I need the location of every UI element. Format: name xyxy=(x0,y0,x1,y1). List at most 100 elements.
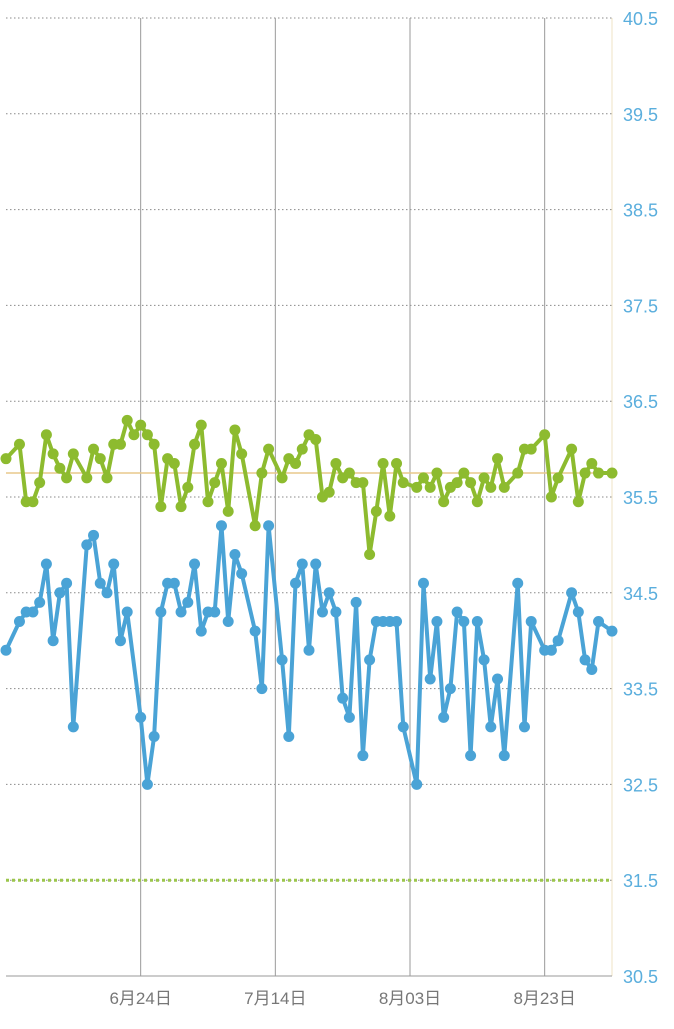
data-point xyxy=(249,520,261,532)
data-point xyxy=(195,625,207,637)
data-point xyxy=(290,577,302,589)
data-point xyxy=(67,448,79,460)
data-point xyxy=(485,721,497,733)
data-point xyxy=(114,635,126,647)
data-point xyxy=(310,558,322,570)
data-point xyxy=(128,429,140,441)
data-point xyxy=(195,419,207,431)
data-point xyxy=(397,477,409,489)
data-point xyxy=(209,477,221,489)
data-point xyxy=(88,529,100,541)
data-point xyxy=(391,616,403,628)
data-point xyxy=(189,558,201,570)
data-point xyxy=(424,481,436,493)
data-point xyxy=(593,467,605,479)
data-point xyxy=(566,587,578,599)
data-point xyxy=(492,673,504,685)
y-axis: 30.5 31.5 32.5 33.5 34.5 35.5 36.5 37.5 38.5 39.5… xyxy=(623,9,658,987)
data-point xyxy=(34,596,46,608)
data-point xyxy=(431,467,443,479)
data-point xyxy=(141,778,153,790)
data-point xyxy=(566,443,578,455)
data-point xyxy=(47,635,59,647)
x-axis: 6月24日 7月14日 8月03日 8月23日 xyxy=(109,989,575,1008)
data-point xyxy=(512,467,524,479)
data-point xyxy=(310,434,322,446)
data-point xyxy=(512,577,524,589)
data-point xyxy=(215,457,227,469)
data-point xyxy=(61,472,73,484)
data-point xyxy=(384,510,396,522)
data-point xyxy=(417,472,429,484)
data-point xyxy=(13,616,25,628)
data-point xyxy=(108,558,120,570)
data-point xyxy=(525,443,537,455)
data-point xyxy=(579,654,591,666)
data-point xyxy=(81,472,93,484)
data-point xyxy=(148,438,160,450)
data-point xyxy=(586,457,598,469)
data-point xyxy=(296,558,308,570)
data-point xyxy=(316,606,328,618)
data-point xyxy=(47,448,59,460)
data-point xyxy=(343,711,355,723)
data-point xyxy=(202,496,214,508)
data-point xyxy=(350,596,362,608)
data-point xyxy=(249,625,261,637)
data-point xyxy=(424,673,436,685)
data-point xyxy=(236,568,248,580)
data-point xyxy=(296,443,308,455)
data-point xyxy=(451,477,463,489)
data-point xyxy=(330,457,342,469)
data-point xyxy=(552,635,564,647)
y-tick-label: 36.5 xyxy=(623,392,658,412)
data-point xyxy=(465,477,477,489)
data-point xyxy=(579,467,591,479)
series-line xyxy=(4,418,614,557)
data-point xyxy=(572,496,584,508)
data-point xyxy=(94,453,106,465)
y-tick-label: 34.5 xyxy=(623,584,658,604)
data-point xyxy=(222,505,234,517)
data-point xyxy=(471,616,483,628)
data-point xyxy=(438,711,450,723)
data-point xyxy=(539,429,551,441)
data-point xyxy=(276,654,288,666)
data-point xyxy=(485,481,497,493)
y-tick-label: 35.5 xyxy=(623,488,658,508)
data-point xyxy=(391,457,403,469)
data-point xyxy=(525,616,537,628)
data-point xyxy=(606,467,618,479)
data-point xyxy=(518,721,530,733)
y-tick-label: 40.5 xyxy=(623,9,658,29)
data-point xyxy=(478,654,490,666)
data-point xyxy=(492,453,504,465)
data-point xyxy=(54,462,66,474)
series-1 xyxy=(0,520,618,790)
data-point xyxy=(209,606,221,618)
data-point xyxy=(330,606,342,618)
x-tick-label: 7月14日 xyxy=(244,989,306,1008)
data-point xyxy=(465,750,477,762)
data-point xyxy=(148,731,160,742)
data-point xyxy=(545,491,557,503)
series-0 xyxy=(0,414,618,560)
data-point xyxy=(13,438,25,450)
data-point xyxy=(141,429,153,441)
y-tick-label: 32.5 xyxy=(623,775,658,795)
data-point xyxy=(81,539,93,551)
data-point xyxy=(222,616,234,628)
data-point xyxy=(572,606,584,618)
data-point xyxy=(498,481,510,493)
data-point xyxy=(155,501,167,513)
data-point xyxy=(323,587,335,599)
data-point xyxy=(343,467,355,479)
data-point xyxy=(114,438,126,450)
data-point xyxy=(431,616,443,628)
data-point xyxy=(458,467,470,479)
data-point xyxy=(215,520,227,532)
data-point xyxy=(357,477,369,489)
data-point xyxy=(370,505,382,517)
